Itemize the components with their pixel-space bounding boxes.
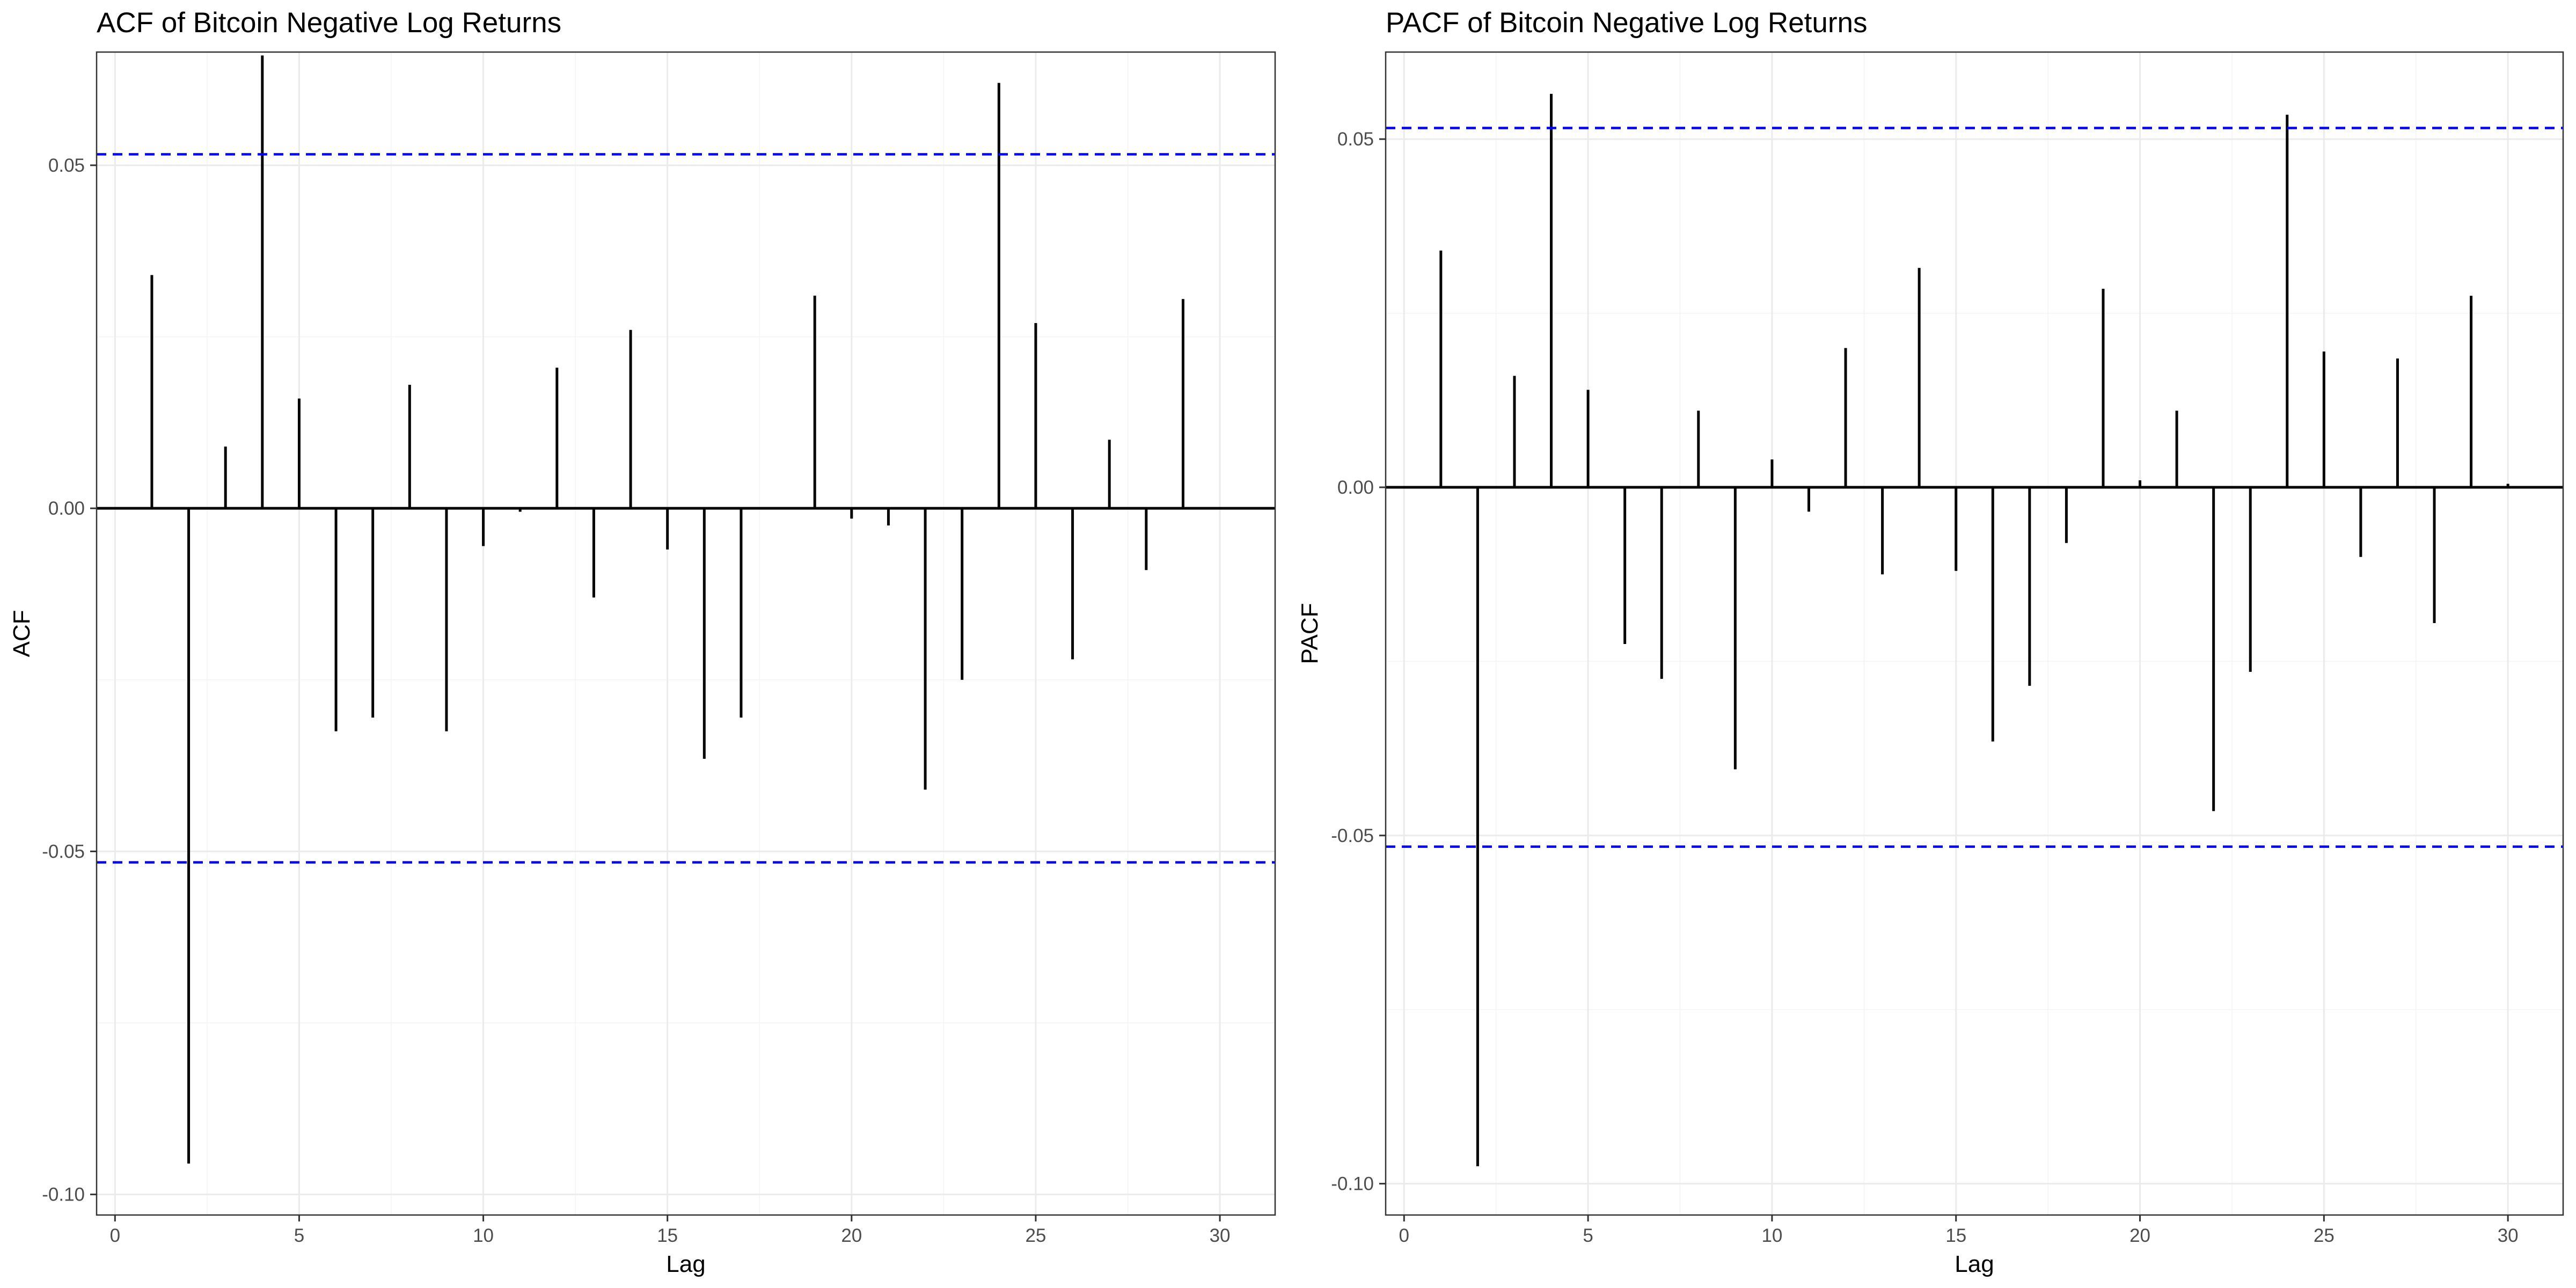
x-tick-label: 10 (1761, 1225, 1782, 1246)
x-tick-label: 20 (841, 1225, 862, 1246)
y-tick-label: -0.05 (42, 841, 85, 862)
chart-panel-1: 0 5 10 15 20 25 30 -0.10 -0.05 0.00 0.05 ACF of Bit… (9, 7, 1276, 1277)
y-tick-label: -0.05 (1331, 825, 1374, 846)
y-axis: -0.10 -0.05 0.00 0.05 (1331, 129, 1386, 1195)
x-axis: 0 5 10 15 20 25 30 (110, 1215, 1231, 1246)
x-tick-label: 25 (1025, 1225, 1046, 1246)
plot-area (97, 52, 1275, 1215)
y-tick-label: 0.00 (48, 498, 85, 519)
x-tick-label: 30 (2498, 1225, 2519, 1246)
x-tick-label: 5 (1583, 1225, 1593, 1246)
chart-title: PACF of Bitcoin Negative Log Returns (1386, 7, 1868, 39)
x-tick-label: 10 (473, 1225, 494, 1246)
x-axis: 0 5 10 15 20 25 30 (1399, 1215, 2519, 1246)
x-tick-label: 0 (1399, 1225, 1409, 1246)
x-tick-label: 0 (110, 1225, 120, 1246)
chart-title: ACF of Bitcoin Negative Log Returns (97, 7, 561, 39)
y-tick-label: 0.05 (48, 155, 85, 176)
y-axis: -0.10 -0.05 0.00 0.05 (42, 155, 97, 1205)
x-axis-title: Lag (1955, 1251, 1994, 1277)
x-tick-label: 30 (1210, 1225, 1231, 1246)
x-tick-label: 20 (2129, 1225, 2150, 1246)
y-axis-title: PACF (1297, 603, 1323, 664)
x-tick-label: 15 (1945, 1225, 1966, 1246)
x-axis-title: Lag (666, 1251, 705, 1277)
spikes (150, 55, 1184, 1164)
chart-panel-2: 0 5 10 15 20 25 30 -0.10 -0.05 0.00 0.05 PACF of Bi… (1297, 7, 2564, 1277)
x-tick-label: 15 (657, 1225, 678, 1246)
grid (97, 52, 1275, 1215)
y-axis-title: ACF (9, 610, 35, 657)
x-tick-label: 5 (294, 1225, 304, 1246)
panel-border (96, 51, 1276, 1216)
y-tick-label: -0.10 (42, 1184, 85, 1205)
grid (1386, 52, 2563, 1215)
y-tick-label: -0.10 (1331, 1174, 1374, 1195)
plot-area (1386, 52, 2563, 1215)
y-tick-label: 0.05 (1337, 129, 1374, 150)
panel-border (1385, 51, 2564, 1216)
y-tick-label: 0.00 (1337, 477, 1374, 498)
spikes (1439, 93, 2509, 1167)
x-tick-label: 25 (2314, 1225, 2334, 1246)
